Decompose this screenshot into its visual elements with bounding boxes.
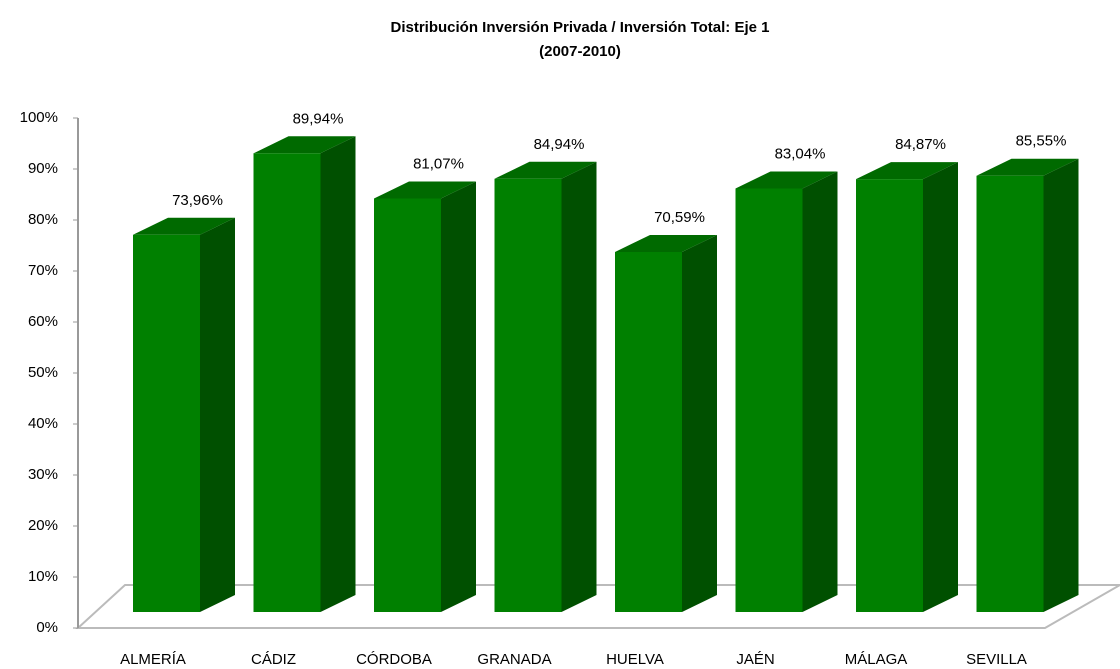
- data-label: 84,94%: [534, 136, 585, 153]
- bar: [374, 181, 476, 612]
- bar-side: [200, 217, 235, 612]
- bar-top: [133, 217, 235, 235]
- bar-front: [253, 153, 321, 612]
- bar: [615, 234, 717, 612]
- bar-front: [133, 234, 200, 612]
- x-tick-label: GRANADA: [477, 651, 551, 668]
- bar: [133, 217, 235, 612]
- y-tick-label: 40%: [28, 415, 58, 432]
- x-tick-label: CÓRDOBA: [356, 651, 432, 668]
- bar: [253, 136, 356, 612]
- y-tick-label: 20%: [28, 517, 58, 534]
- bar-front: [615, 251, 682, 612]
- x-tick-label: MÁLAGA: [845, 651, 908, 668]
- floor: [75, 584, 1120, 629]
- y-tick-label: 0%: [36, 619, 58, 636]
- bar-side: [320, 136, 356, 612]
- bar-side: [441, 181, 476, 612]
- data-label: 83,04%: [775, 145, 826, 162]
- y-tick-label: 30%: [28, 466, 58, 483]
- bar-top: [374, 181, 476, 199]
- bar-front: [494, 178, 562, 612]
- bar: [976, 158, 1079, 612]
- y-tick-label: 50%: [28, 364, 58, 381]
- bar-front: [976, 175, 1044, 612]
- bar-front: [374, 198, 441, 612]
- data-label: 89,94%: [293, 110, 344, 127]
- data-label: 70,59%: [654, 209, 705, 226]
- data-label: 73,96%: [172, 192, 223, 209]
- chart-title: Distribución Inversión Privada / Inversi…: [391, 19, 770, 36]
- data-label: 85,55%: [1016, 133, 1067, 150]
- bar-top: [735, 171, 838, 189]
- bar: [494, 161, 597, 612]
- bar: [856, 162, 958, 612]
- y-tick-label: 90%: [28, 160, 58, 177]
- bar-side: [802, 171, 838, 612]
- bar-top: [976, 158, 1079, 176]
- bar-top: [494, 161, 597, 179]
- bar-side: [561, 161, 597, 612]
- bar: [735, 171, 838, 612]
- bar-top: [253, 136, 356, 154]
- bar-top: [856, 162, 958, 180]
- bar-top: [615, 234, 717, 252]
- x-tick-label: CÁDIZ: [251, 651, 296, 668]
- chart-subtitle: (2007-2010): [539, 43, 621, 60]
- bar-side: [682, 234, 717, 612]
- bar-side: [923, 162, 958, 612]
- x-tick-label: SEVILLA: [966, 651, 1027, 668]
- bar-front: [856, 179, 923, 612]
- x-tick-label: ALMERÍA: [120, 651, 186, 668]
- data-label: 84,87%: [895, 136, 946, 153]
- y-tick-label: 80%: [28, 211, 58, 228]
- x-tick-label: JAÉN: [736, 651, 774, 668]
- y-tick-label: 100%: [20, 109, 58, 126]
- y-tick-label: 10%: [28, 568, 58, 585]
- x-tick-label: HUELVA: [606, 651, 664, 668]
- bar-side: [1043, 158, 1079, 612]
- y-tick-label: 70%: [28, 262, 58, 279]
- bar-front: [735, 188, 803, 612]
- data-label: 81,07%: [413, 156, 464, 173]
- y-tick-label: 60%: [28, 313, 58, 330]
